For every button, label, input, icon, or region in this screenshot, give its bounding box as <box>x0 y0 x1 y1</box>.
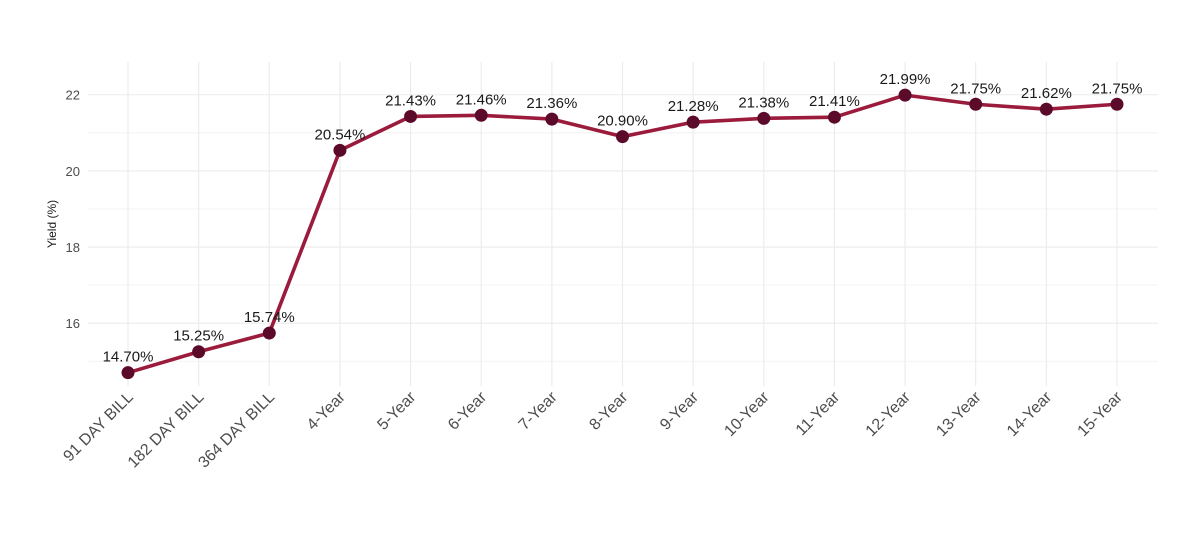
data-point <box>404 109 418 123</box>
x-tick-label: 10-Year <box>721 388 773 440</box>
data-label: 21.36% <box>526 95 577 112</box>
x-tick-label: 9-Year <box>657 388 702 433</box>
data-point <box>545 112 559 126</box>
data-labels: 14.70% 15.25% 15.74% 20.54% 21.43% 21.46% 21.3… <box>103 71 1143 366</box>
data-label: 15.74% <box>244 309 295 326</box>
y-tick-label: 18 <box>66 240 80 255</box>
data-point <box>1039 102 1053 116</box>
data-point <box>262 326 276 340</box>
x-tick-label: 5-Year <box>374 388 419 433</box>
x-tick-label: 15-Year <box>1075 388 1127 440</box>
series <box>121 88 1124 380</box>
x-tick-label: 6-Year <box>445 388 490 433</box>
data-point <box>969 97 983 111</box>
data-point <box>686 115 700 129</box>
data-label: 21.46% <box>456 91 507 108</box>
data-label: 21.28% <box>668 98 719 115</box>
data-label: 21.38% <box>738 94 789 111</box>
data-label: 21.75% <box>1092 80 1143 97</box>
data-label: 15.25% <box>173 328 224 345</box>
grid <box>88 62 1158 386</box>
y-tick-label: 22 <box>66 88 80 103</box>
x-tick-label: 14-Year <box>1004 388 1056 440</box>
x-tick-label: 4-Year <box>304 388 349 433</box>
x-tick-label: 7-Year <box>516 388 561 433</box>
data-label: 21.41% <box>809 93 860 110</box>
data-point <box>192 345 206 359</box>
data-point <box>898 88 912 102</box>
data-point <box>757 111 771 125</box>
x-tick-label: 13-Year <box>933 388 985 440</box>
x-tick-label: 91 DAY BILL <box>60 389 136 465</box>
data-point <box>121 366 135 380</box>
y-axis-ticks: 16 18 20 22 <box>66 88 80 331</box>
y-tick-label: 16 <box>66 316 80 331</box>
data-point <box>616 130 629 144</box>
y-axis-label: Yield (%) <box>45 200 59 248</box>
data-label: 21.99% <box>880 71 931 88</box>
data-label: 21.75% <box>950 80 1001 97</box>
data-point <box>827 110 841 124</box>
x-tick-label: 364 DAY BILL <box>195 389 278 472</box>
data-label: 20.54% <box>314 126 365 143</box>
data-point <box>1110 97 1124 111</box>
data-label: 21.62% <box>1021 85 1072 102</box>
data-point <box>474 108 488 122</box>
y-tick-label: 20 <box>66 164 80 179</box>
x-tick-label: 12-Year <box>863 388 915 440</box>
data-label: 14.70% <box>103 349 154 366</box>
x-tick-label: 8-Year <box>586 388 631 433</box>
x-tick-label: 11-Year <box>793 388 844 439</box>
data-label: 21.43% <box>385 92 436 109</box>
data-point <box>333 143 347 157</box>
data-label: 20.90% <box>597 113 648 130</box>
